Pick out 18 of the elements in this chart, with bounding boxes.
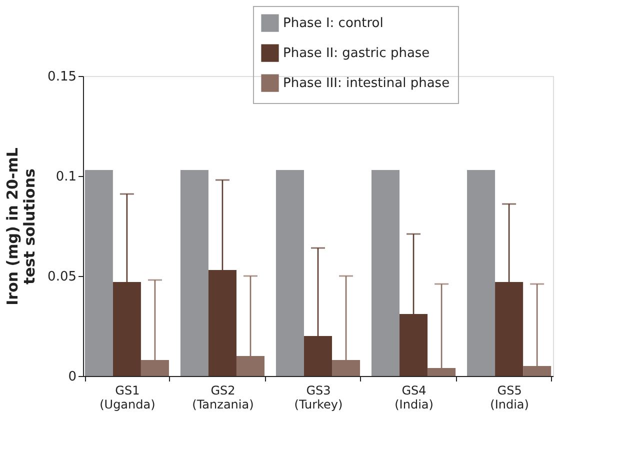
x-tick-label: GS2 (Tanzania)	[192, 384, 254, 412]
x-tick-label: GS5 (India)	[490, 384, 529, 412]
x-tick-label: GS4 (India)	[394, 384, 434, 412]
legend-label: Phase III: intestinal phase	[283, 76, 450, 91]
y-tick-label: 0	[68, 370, 76, 384]
bar	[276, 170, 304, 376]
y-tick-label: 0.05	[48, 270, 76, 284]
bar	[180, 170, 208, 376]
y-axis-title: Iron (mg) in 20-mL test solutions	[4, 147, 39, 306]
y-tick-label: 0.1	[56, 170, 76, 184]
x-tick-label: GS3 (Turkey)	[294, 384, 343, 412]
legend-label: Phase I: control	[283, 16, 384, 31]
legend-label: Phase II: gastric phase	[283, 46, 430, 61]
bar	[467, 170, 496, 376]
x-tick-label: GS1 (Uganda)	[100, 384, 156, 412]
bar	[371, 170, 400, 376]
bar	[84, 170, 113, 376]
y-tick-label: 0.15	[48, 70, 76, 84]
